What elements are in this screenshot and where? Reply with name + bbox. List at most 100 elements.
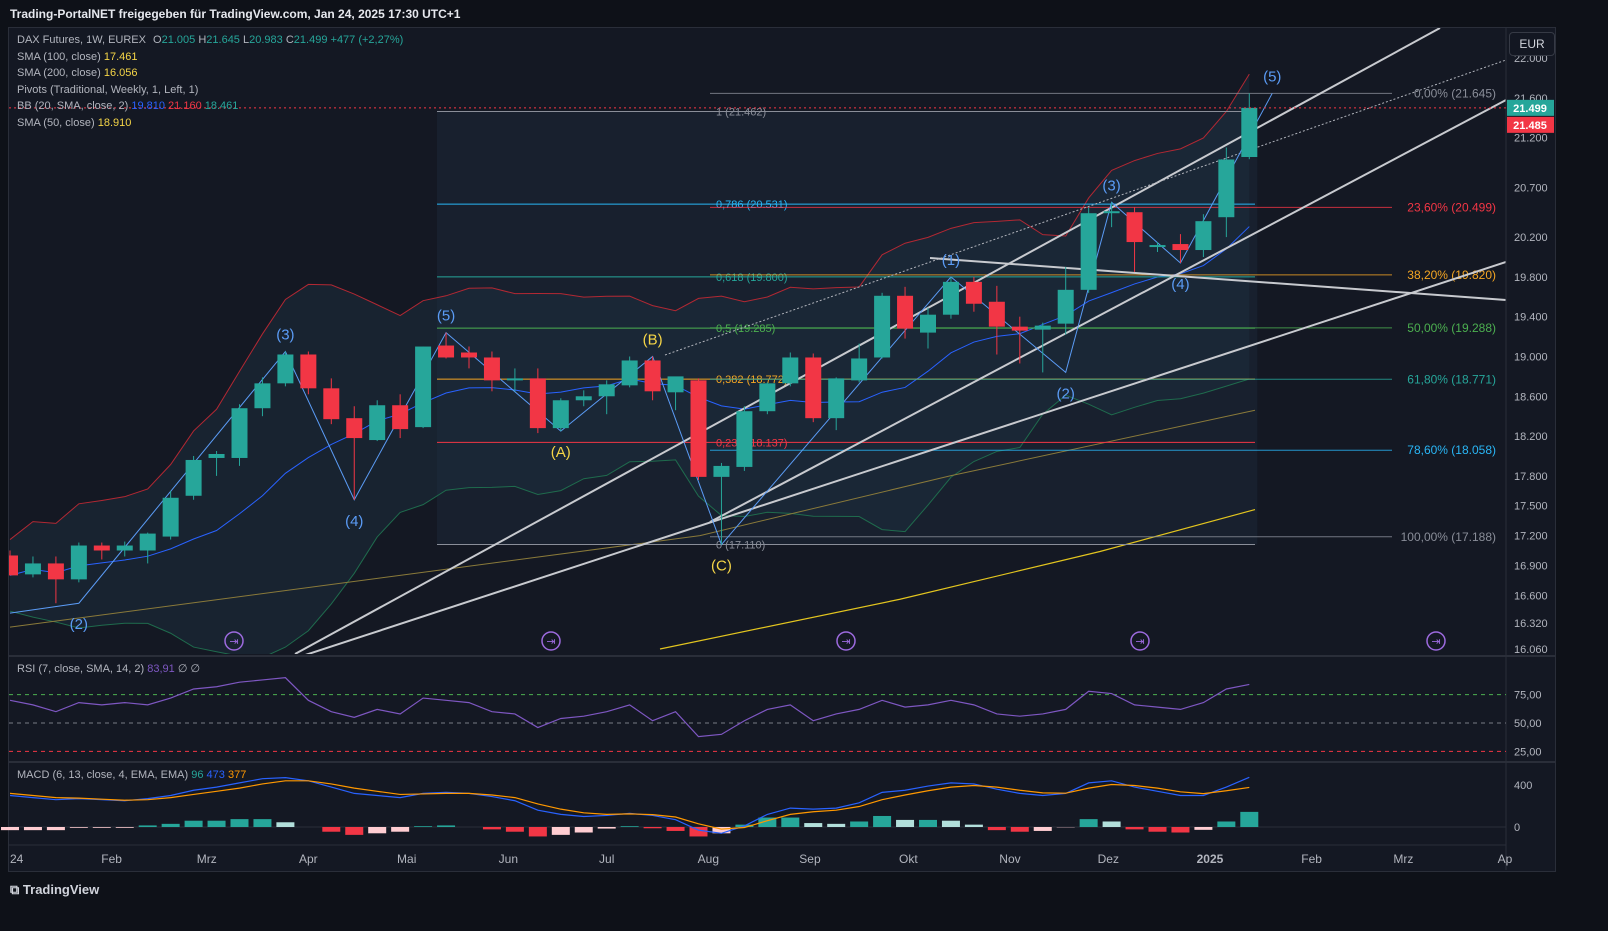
candle-body — [851, 358, 868, 381]
macd-histogram-bar — [23, 827, 42, 831]
candle — [277, 351, 294, 387]
x-tick-label: Mrz — [197, 852, 217, 866]
candle-body — [369, 405, 386, 441]
legend-rsi[interactable]: RSI (7, close, SMA, 14, 2) 83,91 ∅ ∅ — [17, 662, 200, 675]
pivots-label: Pivots (Traditional, Weekly, 1, Left, 1) — [17, 84, 199, 96]
candle — [24, 556, 41, 578]
trend-line-dotted — [664, 59, 1506, 356]
candle-body — [139, 533, 156, 551]
x-tick-label: Apr — [299, 852, 318, 866]
macd-histogram-bar — [987, 827, 1006, 831]
candle-body — [162, 497, 179, 537]
macd-histogram-bar — [1171, 827, 1190, 833]
candle — [1080, 207, 1097, 293]
macd-histogram-bar — [643, 827, 662, 829]
sma100-line — [9, 409, 1256, 628]
candle — [116, 541, 133, 557]
candle-body — [782, 357, 799, 384]
fib-left-label: 1 (21.462) — [716, 107, 766, 119]
candle-body — [1149, 245, 1166, 248]
y-tick-label: 18.200 — [1514, 431, 1548, 443]
x-tick-label: Nov — [999, 852, 1020, 866]
candle — [851, 343, 868, 383]
candle — [598, 380, 615, 415]
candle — [254, 377, 271, 417]
macd-histogram-bar — [345, 827, 364, 835]
candle-body — [575, 396, 592, 401]
candlestick-chart[interactable]: 1 (21.462) 0,786 (20.531) 0,618 (19.800) 0,… — [0, 0, 1568, 908]
legend-change: +477 (+2,27%) — [330, 34, 404, 46]
rsi-line — [9, 677, 1250, 738]
rsi-label: RSI (7, close, SMA, 14, 2) — [17, 663, 145, 675]
fib-right-label: 0,00% (21.645) — [1414, 86, 1496, 100]
x-tick-label: Okt — [899, 852, 918, 866]
fib-right-label: 50,00% (19.288) — [1407, 321, 1496, 335]
y-tick-label: 18.600 — [1514, 391, 1548, 403]
candle — [483, 351, 500, 392]
legend-low: 20.983 — [249, 34, 283, 46]
macd-tick-label: 400 — [1514, 780, 1532, 792]
legend-bb[interactable]: BB (20, SMA, close, 2) 19.810 21.160 18.… — [17, 100, 238, 112]
macd-histogram-bar — [528, 827, 547, 837]
x-tick-label: Feb — [101, 852, 122, 866]
macd-histogram-bar — [1148, 827, 1167, 832]
event-marker-icon: ⇥ — [224, 631, 244, 651]
candle-body — [1034, 325, 1051, 330]
legend-pivots[interactable]: Pivots (Traditional, Weekly, 1, Left, 1) — [17, 84, 198, 96]
candle-body — [1241, 107, 1258, 157]
macd-tick-label: 0 — [1514, 822, 1520, 834]
sma200-value: 16.056 — [103, 67, 138, 79]
legend-high: 21.645 — [206, 34, 240, 46]
macd-histogram-bar — [1, 827, 19, 831]
legend-sma50[interactable]: SMA (50, close) 18.910 — [17, 117, 131, 129]
candle-body — [644, 360, 661, 392]
candle-body — [552, 400, 569, 429]
macd-histogram-bar — [574, 827, 593, 833]
legend-l-label: L — [243, 34, 250, 46]
fib-right-label: 61,80% (18.771) — [1407, 372, 1496, 386]
candle-body — [1103, 211, 1120, 214]
y-tick-label: 19.800 — [1514, 272, 1548, 284]
currency-button[interactable]: EUR — [1509, 32, 1555, 56]
candle-body — [874, 295, 891, 358]
candle-body — [1126, 212, 1143, 243]
wave-label: (A) — [551, 444, 571, 461]
svg-text:⇥: ⇥ — [546, 636, 555, 648]
candle-body — [438, 345, 455, 358]
x-tick-label: Mai — [397, 852, 416, 866]
bb-label: BB (20, SMA, close, 2) — [17, 100, 129, 112]
wave-label: (C) — [711, 558, 732, 575]
candle — [438, 332, 455, 359]
sma50-value: 18.910 — [97, 117, 132, 129]
candle — [1034, 322, 1051, 373]
candle-body — [713, 465, 730, 477]
candle-body — [277, 354, 294, 384]
y-tick-label: 17.800 — [1514, 471, 1548, 483]
candle-body — [965, 281, 982, 304]
candle-body — [828, 378, 845, 419]
macd-histogram-bar — [184, 820, 203, 827]
candle-body — [1011, 326, 1028, 331]
legend-macd[interactable]: MACD (6, 13, close, 4, EMA, EMA) 96 473 … — [17, 769, 246, 781]
legend-sma100[interactable]: SMA (100, close) 17.461 — [17, 51, 137, 63]
y-tick-label: 16.900 — [1514, 560, 1548, 572]
fib-left-label: 0,786 (20.531) — [716, 199, 788, 211]
candle-body — [461, 352, 477, 358]
candle — [621, 356, 638, 388]
candle-body — [805, 357, 822, 419]
candle-body — [529, 378, 546, 429]
macd-histogram-bar — [505, 827, 524, 832]
macd-histogram-bar — [1240, 811, 1259, 827]
y-tick-label: 22.000 — [1514, 53, 1548, 65]
macd-histogram-bar — [230, 819, 249, 827]
wave-label: (5) — [1263, 68, 1281, 85]
x-tick-label: Dez — [1098, 852, 1119, 866]
candle-body — [346, 418, 363, 439]
legend-o-label: O — [153, 34, 162, 46]
candle — [897, 286, 914, 339]
legend-sma200[interactable]: SMA (200, close) 16.056 — [17, 67, 137, 79]
chart-footer: ⧉ TradingView — [0, 872, 1568, 908]
candle-body — [621, 360, 638, 386]
wave-label: (3) — [1102, 177, 1120, 194]
macd-histogram-bar — [919, 819, 937, 827]
